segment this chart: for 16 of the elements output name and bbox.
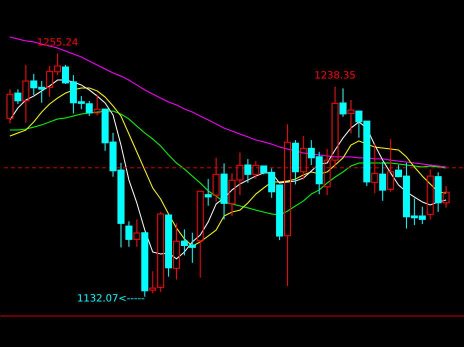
candlestick <box>371 144 378 194</box>
candlestick <box>284 124 292 286</box>
candlestick <box>22 64 30 124</box>
candlestick <box>244 158 252 184</box>
candlestick <box>379 161 386 202</box>
candlestick <box>172 222 180 280</box>
candlestick <box>300 135 307 180</box>
annotation: 1238.35 <box>314 70 356 82</box>
candlestick <box>347 100 354 134</box>
annotation: 1132.07<----- <box>76 294 146 305</box>
candlestick <box>292 140 299 185</box>
candlestick <box>212 157 220 202</box>
candlestick <box>6 88 14 124</box>
candlestick <box>133 218 140 248</box>
annotation: 1255.24 <box>36 37 78 48</box>
candlestick <box>220 162 228 220</box>
